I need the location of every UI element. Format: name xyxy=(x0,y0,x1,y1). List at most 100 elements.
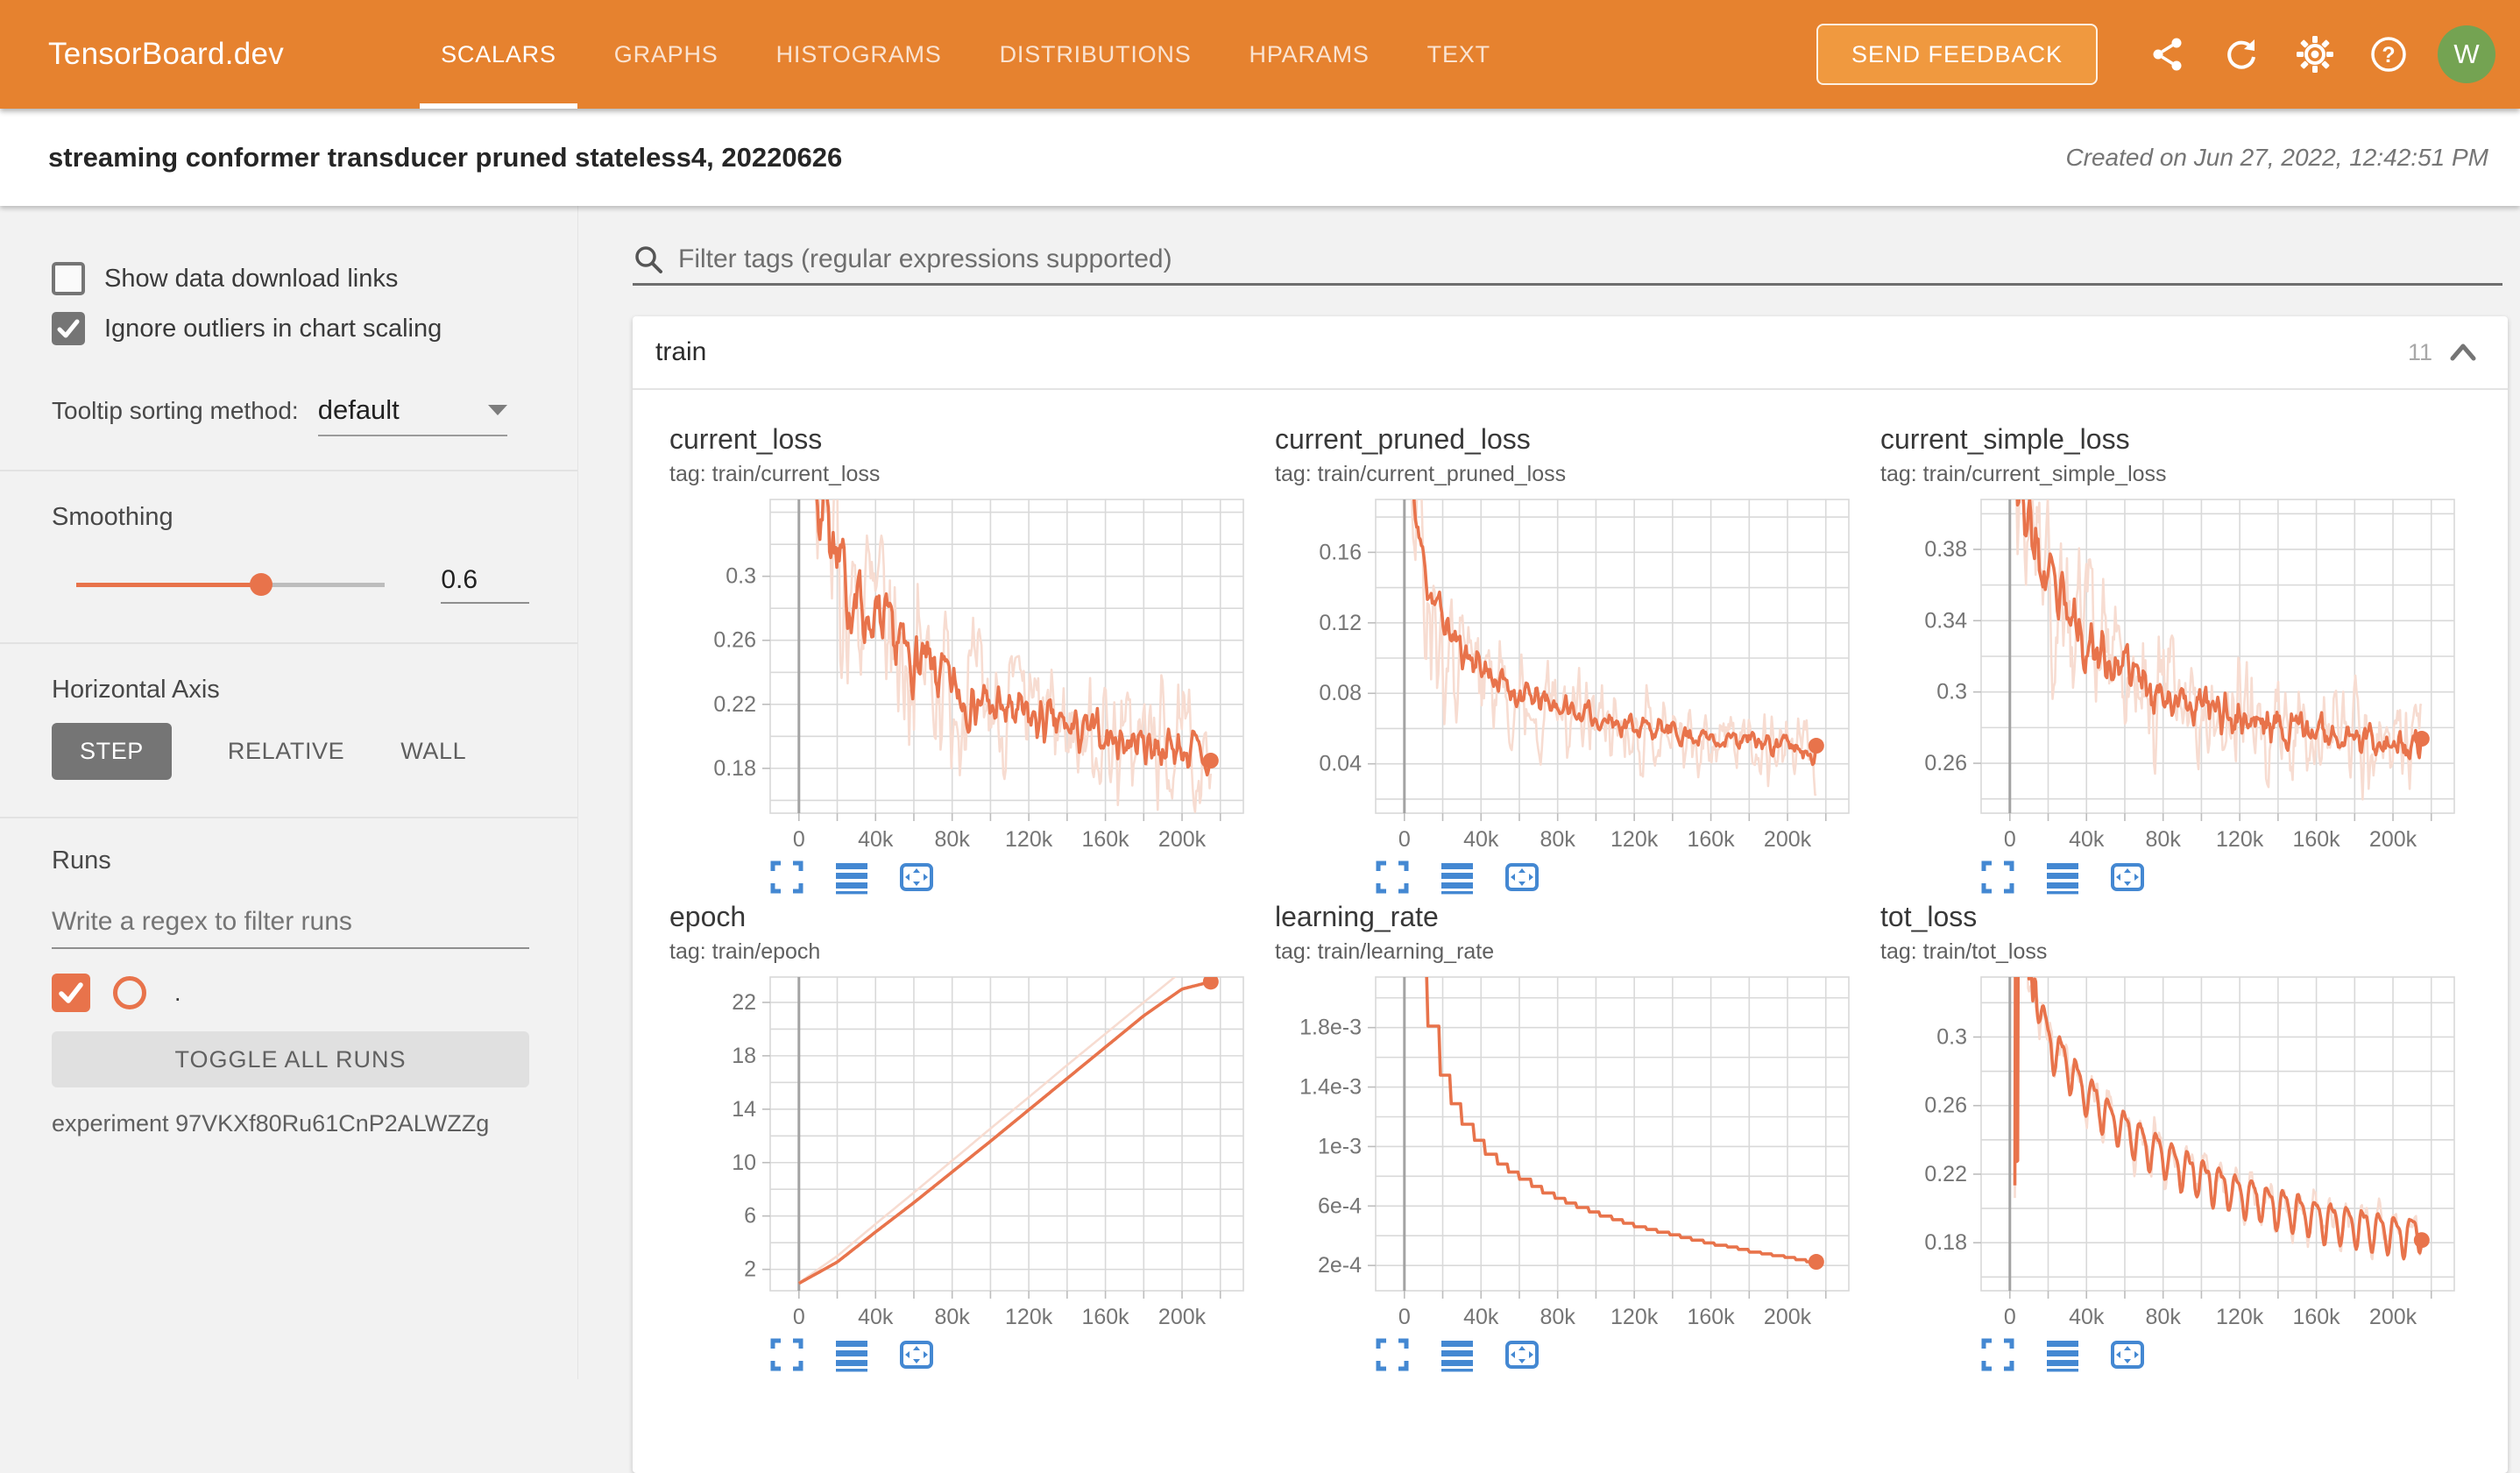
toggle-all-runs-button[interactable]: TOGGLE ALL RUNS xyxy=(52,1031,529,1087)
ignore-outliers-checkbox[interactable] xyxy=(52,312,85,345)
chart-toolbar xyxy=(1374,859,1854,896)
svg-text:0.26: 0.26 xyxy=(713,628,756,653)
help-icon[interactable]: ? xyxy=(2369,35,2408,74)
chevron-up-icon[interactable] xyxy=(2448,341,2478,364)
svg-text:80k: 80k xyxy=(2146,1305,2182,1329)
divider xyxy=(0,470,577,471)
section-title: train xyxy=(655,337,706,367)
svg-text:200k: 200k xyxy=(1764,1305,1812,1329)
fit-domain-icon[interactable] xyxy=(898,859,935,896)
runs-regex-input[interactable] xyxy=(52,902,529,949)
fit-domain-icon[interactable] xyxy=(2109,859,2146,896)
svg-text:0: 0 xyxy=(2004,827,2016,852)
svg-text:18: 18 xyxy=(732,1044,756,1068)
svg-text:?: ? xyxy=(2382,43,2395,67)
lines-icon[interactable] xyxy=(833,859,870,896)
svg-text:80k: 80k xyxy=(2146,827,2182,852)
send-feedback-button[interactable]: SEND FEEDBACK xyxy=(1816,24,2098,85)
show-download-links-checkbox[interactable] xyxy=(52,262,85,295)
tab-text[interactable]: TEXT xyxy=(1406,0,1511,109)
svg-text:1.4e-3: 1.4e-3 xyxy=(1299,1075,1362,1100)
fit-domain-icon[interactable] xyxy=(1504,1336,1540,1373)
svg-text:0.12: 0.12 xyxy=(1319,611,1362,635)
tab-distributions[interactable]: DISTRIBUTIONS xyxy=(979,0,1213,109)
expand-icon[interactable] xyxy=(768,1336,805,1373)
expand-icon[interactable] xyxy=(1374,859,1411,896)
svg-text:120k: 120k xyxy=(1610,827,1659,852)
tab-histograms[interactable]: HISTOGRAMS xyxy=(755,0,963,109)
axis-wall-button[interactable]: WALL xyxy=(400,723,466,780)
lines-icon[interactable] xyxy=(2044,1336,2081,1373)
fit-domain-icon[interactable] xyxy=(898,1336,935,1373)
smoothing-value-input[interactable]: 0.6 xyxy=(441,565,529,604)
svg-text:160k: 160k xyxy=(1687,827,1735,852)
chart-toolbar xyxy=(1979,859,2460,896)
experiment-id-label: experiment 97VKXf80Ru61CnP2ALWZZg xyxy=(52,1110,529,1137)
svg-text:2e-4: 2e-4 xyxy=(1318,1253,1362,1278)
chevron-down-icon xyxy=(488,405,507,415)
train-section-header[interactable]: train 11 xyxy=(633,316,2508,390)
chart-title: current_simple_loss xyxy=(1880,423,2460,456)
chart-tag: tag: train/current_simple_loss xyxy=(1880,462,2460,487)
slider-fill xyxy=(76,583,261,587)
svg-text:0: 0 xyxy=(2004,1305,2016,1329)
lines-icon[interactable] xyxy=(1439,859,1476,896)
lines-icon[interactable] xyxy=(2044,859,2081,896)
svg-text:160k: 160k xyxy=(2292,827,2340,852)
svg-text:200k: 200k xyxy=(1158,827,1207,852)
share-icon[interactable] xyxy=(2148,35,2187,74)
expand-icon[interactable] xyxy=(1979,859,2016,896)
filter-tags-input[interactable] xyxy=(678,244,2502,274)
tab-hparams[interactable]: HPARAMS xyxy=(1228,0,1391,109)
svg-text:80k: 80k xyxy=(1540,1305,1576,1329)
chart-card-current_simple_loss: current_simple_loss tag: train/current_si… xyxy=(1865,423,2460,896)
tab-scalars[interactable]: SCALARS xyxy=(420,0,577,109)
avatar[interactable]: W xyxy=(2438,25,2495,83)
axis-relative-button[interactable]: RELATIVE xyxy=(228,723,344,780)
chart-toolbar xyxy=(1374,1336,1854,1373)
run-checkbox[interactable] xyxy=(52,974,90,1012)
settings-sidebar: Show data download links Ignore outliers… xyxy=(0,206,578,1379)
refresh-icon[interactable] xyxy=(2222,35,2261,74)
svg-text:200k: 200k xyxy=(2369,827,2417,852)
smoothing-slider[interactable] xyxy=(76,568,385,601)
slider-handle[interactable] xyxy=(250,573,273,596)
svg-text:40k: 40k xyxy=(858,827,894,852)
show-download-links-label: Show data download links xyxy=(104,265,398,294)
svg-text:1e-3: 1e-3 xyxy=(1318,1134,1362,1158)
fit-domain-icon[interactable] xyxy=(2109,1336,2146,1373)
ignore-outliers-checkbox-row[interactable]: Ignore outliers in chart scaling xyxy=(52,312,529,345)
svg-text:200k: 200k xyxy=(1158,1305,1207,1329)
tooltip-sorting-dropdown[interactable]: default xyxy=(318,394,507,436)
svg-text:40k: 40k xyxy=(2069,827,2105,852)
svg-text:0.38: 0.38 xyxy=(1924,537,1967,562)
chart-title: epoch xyxy=(669,901,1249,933)
experiment-title: streaming conformer transducer pruned st… xyxy=(48,142,842,174)
expand-icon[interactable] xyxy=(1979,1336,2016,1373)
lines-icon[interactable] xyxy=(833,1336,870,1373)
app-logo: TensorBoard.dev xyxy=(48,37,284,72)
show-download-links-checkbox-row[interactable]: Show data download links xyxy=(52,262,529,295)
expand-icon[interactable] xyxy=(768,859,805,896)
svg-text:0.04: 0.04 xyxy=(1319,752,1362,776)
expand-icon[interactable] xyxy=(1374,1336,1411,1373)
lines-icon[interactable] xyxy=(1439,1336,1476,1373)
fit-domain-icon[interactable] xyxy=(1504,859,1540,896)
tooltip-sorting-value: default xyxy=(318,394,400,426)
settings-icon[interactable] xyxy=(2296,35,2334,74)
tab-graphs[interactable]: GRAPHS xyxy=(593,0,740,109)
axis-step-button[interactable]: STEP xyxy=(52,723,172,780)
smoothing-label: Smoothing xyxy=(52,503,529,532)
tooltip-sorting-label: Tooltip sorting method: xyxy=(52,397,299,425)
run-row[interactable]: . xyxy=(52,974,529,1012)
